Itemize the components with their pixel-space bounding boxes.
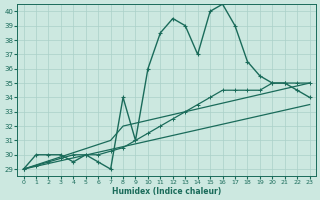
X-axis label: Humidex (Indice chaleur): Humidex (Indice chaleur) (112, 187, 221, 196)
